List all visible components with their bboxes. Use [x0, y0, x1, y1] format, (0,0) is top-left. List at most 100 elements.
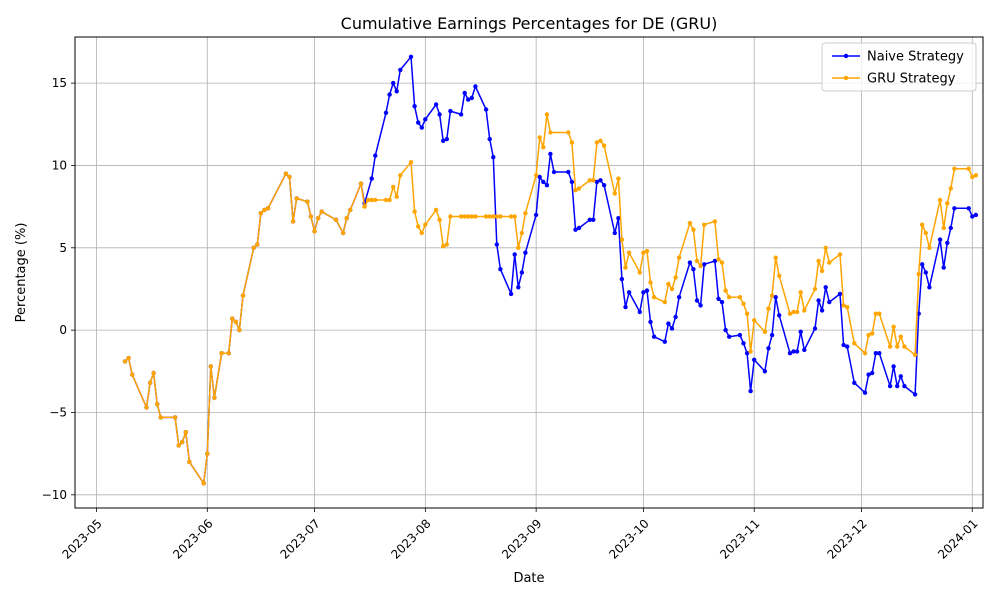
data-point [945, 201, 950, 206]
data-point [912, 392, 918, 397]
data-point [240, 293, 246, 298]
data-point [927, 285, 932, 290]
data-point [694, 298, 700, 303]
data-point [494, 214, 499, 219]
data-point [151, 370, 156, 376]
data-point [802, 347, 807, 353]
data-point [319, 209, 324, 214]
data-point [598, 138, 603, 143]
data-point [333, 217, 339, 222]
data-point [651, 295, 657, 300]
data-point [626, 250, 632, 255]
data-point [623, 265, 628, 270]
data-point [433, 207, 439, 213]
data-point [466, 214, 471, 219]
data-point [727, 334, 732, 339]
data-point [519, 270, 525, 275]
data-point [819, 268, 825, 274]
data-point [870, 331, 875, 336]
data-point [898, 334, 903, 339]
data-point [172, 415, 178, 420]
data-point [208, 364, 213, 369]
data-point [787, 311, 793, 316]
data-point [519, 230, 525, 236]
data-point [895, 383, 900, 389]
data-point [576, 186, 582, 191]
grid [75, 37, 983, 508]
legend-marker [843, 75, 849, 81]
data-point [265, 206, 271, 211]
data-point [491, 214, 496, 219]
data-point [219, 351, 224, 356]
data-point [176, 443, 181, 448]
y-tick-label: −10 [42, 488, 67, 502]
data-point [737, 332, 743, 338]
data-point [802, 308, 807, 313]
data-point [644, 288, 650, 293]
data-point [691, 227, 696, 232]
data-point [648, 280, 653, 285]
data-point [927, 245, 932, 250]
data-point [712, 258, 718, 264]
y-tick-label: 5 [59, 241, 67, 255]
data-point [444, 136, 449, 142]
data-point [676, 295, 682, 300]
data-point [516, 285, 521, 290]
data-point [591, 178, 596, 183]
data-point [180, 439, 185, 445]
data-point [544, 183, 550, 188]
data-point [262, 207, 267, 213]
data-point [340, 230, 346, 236]
data-point [769, 293, 775, 298]
data-point [773, 295, 778, 300]
data-point [766, 306, 771, 311]
data-point [548, 130, 553, 135]
data-point [523, 211, 528, 216]
data-point [387, 92, 392, 97]
data-point [662, 339, 667, 344]
data-point [791, 349, 796, 354]
data-point [852, 380, 857, 385]
data-point [487, 214, 492, 219]
legend-label: Naive Strategy [867, 50, 964, 65]
data-point [287, 174, 292, 180]
data-point [412, 209, 417, 214]
data-point [569, 140, 575, 145]
data-point [719, 260, 725, 265]
data-point [473, 214, 478, 219]
y-tick-label: 15 [52, 76, 67, 90]
data-point [845, 304, 850, 310]
data-point [616, 176, 621, 181]
data-point [373, 197, 378, 203]
data-point [419, 230, 424, 236]
data-point [895, 344, 900, 349]
data-point [369, 197, 374, 203]
data-point [233, 319, 239, 325]
data-point [823, 245, 828, 250]
legend-entry: GRU Strategy [832, 72, 956, 87]
data-point [205, 451, 210, 456]
data-point [494, 242, 499, 247]
data-point [387, 197, 392, 203]
y-axis-label: Percentage (%) [14, 223, 29, 323]
data-point [598, 178, 603, 183]
data-point [315, 216, 321, 221]
data-point [594, 140, 600, 145]
data-point [641, 290, 646, 295]
data-point [448, 108, 453, 114]
data-point [798, 290, 803, 295]
data-point [723, 288, 728, 293]
data-point [444, 242, 449, 247]
data-point [902, 383, 907, 389]
data-point [183, 430, 188, 435]
data-point [383, 110, 389, 116]
data-point [512, 214, 517, 219]
data-point [702, 222, 707, 227]
data-point [544, 112, 550, 117]
data-point [644, 248, 650, 254]
data-point [212, 395, 217, 400]
data-point [573, 227, 578, 232]
data-point [766, 346, 771, 351]
data-point [827, 299, 832, 305]
